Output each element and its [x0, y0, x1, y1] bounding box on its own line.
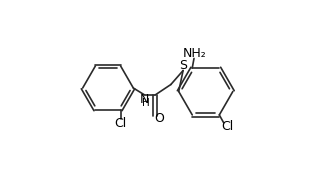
Text: Cl: Cl [222, 120, 234, 133]
Text: S: S [179, 59, 187, 72]
Text: Cl: Cl [114, 117, 127, 130]
Text: NH₂: NH₂ [183, 47, 207, 60]
Text: H: H [142, 98, 149, 108]
Text: N: N [140, 93, 149, 106]
Text: O: O [154, 112, 164, 125]
